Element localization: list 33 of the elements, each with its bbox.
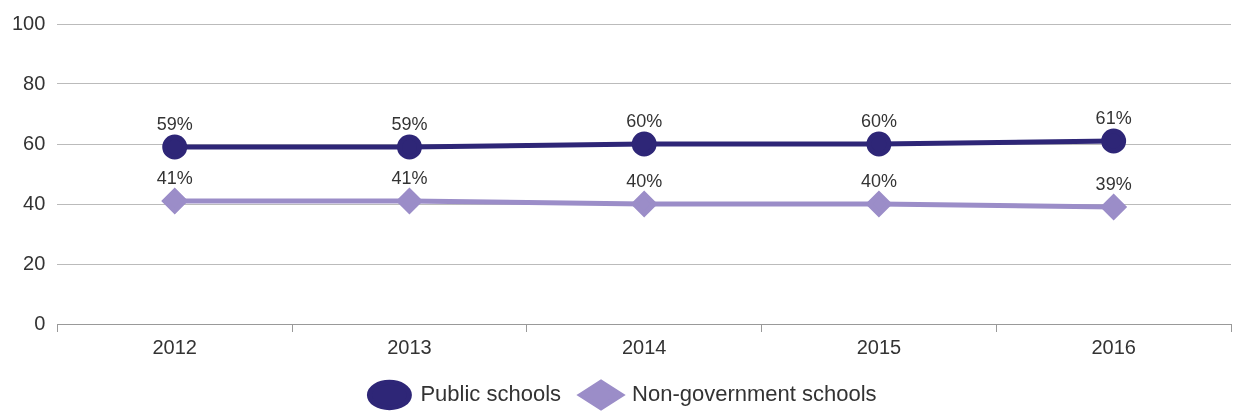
data-label: 41%: [156, 167, 193, 188]
point: [162, 134, 188, 160]
y-tick-label: 80: [23, 71, 46, 94]
y-tick-label: 20: [23, 251, 46, 274]
data-label: 60%: [626, 110, 663, 131]
legend-label: Public schools: [420, 381, 562, 407]
point: [396, 188, 422, 214]
x-tick-label: 2015: [856, 335, 902, 358]
y-tick-label: 60: [23, 131, 46, 154]
point: [631, 191, 657, 217]
data-label: 61%: [1095, 107, 1132, 128]
legend-label: Non-government schools: [632, 381, 877, 407]
x-tick-label: 2016: [1091, 335, 1136, 358]
x-tick-label: 2013: [387, 335, 432, 358]
point: [631, 131, 657, 157]
data-label: 40%: [626, 170, 663, 191]
point: [396, 134, 422, 160]
data-label: 60%: [860, 110, 897, 131]
point: [866, 131, 892, 157]
y-tick-label: 40: [23, 191, 46, 214]
data-label: 39%: [1095, 173, 1132, 194]
point: [1101, 128, 1127, 154]
point: [866, 191, 892, 217]
x-tick-label: 2012: [152, 335, 197, 358]
y-tick-label: 100: [11, 11, 46, 34]
point: [1101, 194, 1127, 220]
x-tick-label: 2014: [621, 335, 667, 358]
data-label: 41%: [391, 167, 428, 188]
point: [162, 188, 188, 214]
data-label: 40%: [860, 170, 897, 191]
data-label: 59%: [156, 113, 193, 134]
data-label: 59%: [391, 113, 428, 134]
y-tick-label: 0: [34, 311, 46, 334]
